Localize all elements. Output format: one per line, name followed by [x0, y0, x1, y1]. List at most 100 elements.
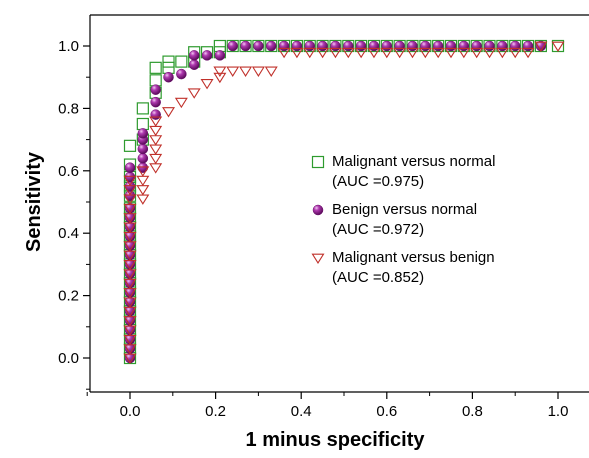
- x-tick-label: 1.0: [548, 403, 569, 420]
- data-point: [176, 68, 187, 80]
- data-point: [420, 40, 431, 52]
- data-point: [162, 61, 175, 74]
- legend: Malignant versus normal (AUC =0.975) Benig…: [311, 153, 495, 286]
- data-point: [251, 66, 265, 77]
- data-point: [239, 39, 252, 53]
- data-point: [136, 185, 150, 196]
- data-point: [508, 47, 522, 59]
- data-point: [495, 47, 509, 59]
- data-point: [521, 47, 535, 59]
- data-point: [521, 39, 535, 53]
- data-point: [149, 144, 163, 155]
- y-tick-label: 1.0: [58, 38, 79, 55]
- data-point: [278, 40, 290, 52]
- data-point: [162, 55, 175, 68]
- data-point: [149, 153, 163, 165]
- data-point: [137, 143, 149, 155]
- data-point: [227, 40, 238, 52]
- y-tick-label: 0.6: [58, 163, 79, 180]
- data-point: [367, 47, 381, 59]
- data-point: [137, 128, 149, 139]
- x-axis-title: 1 minus specificity: [246, 429, 426, 451]
- marks-layer: [123, 39, 565, 365]
- data-point: [483, 39, 496, 53]
- data-point: [551, 41, 565, 52]
- data-point: [419, 39, 432, 53]
- data-point: [367, 39, 381, 53]
- data-point: [201, 50, 213, 61]
- legend-marker-3: [311, 253, 325, 264]
- x-tick-label: 0.2: [205, 403, 226, 420]
- data-point: [136, 117, 149, 131]
- data-point: [136, 194, 150, 205]
- data-point: [253, 40, 264, 52]
- data-point: [329, 39, 342, 53]
- data-point: [149, 135, 163, 146]
- data-point: [457, 47, 471, 59]
- data-point: [470, 39, 483, 53]
- data-point: [303, 39, 316, 53]
- data-point: [136, 102, 149, 115]
- data-point: [444, 39, 458, 53]
- data-point: [509, 39, 522, 53]
- data-point: [328, 47, 342, 59]
- legend-marker-1: [311, 155, 325, 169]
- data-point: [509, 40, 521, 52]
- y-tick-label: 0.2: [58, 288, 79, 305]
- data-point: [149, 163, 163, 174]
- data-point: [149, 74, 162, 87]
- data-point: [483, 47, 497, 59]
- data-point: [341, 47, 355, 59]
- data-point: [458, 40, 470, 52]
- data-point: [124, 162, 136, 173]
- legend-label-2: Benign versus normal: [332, 201, 477, 218]
- legend-auc-2: (AUC =0.972): [332, 221, 424, 238]
- legend-marker-2: [312, 204, 324, 216]
- data-point: [187, 88, 201, 99]
- y-tick-label: 0.0: [58, 350, 79, 367]
- data-point: [265, 39, 278, 53]
- data-point: [534, 41, 548, 52]
- data-point: [200, 79, 214, 90]
- data-point: [136, 166, 150, 177]
- y-tick-label: 0.4: [58, 225, 79, 242]
- data-point: [150, 109, 161, 120]
- data-point: [226, 39, 239, 53]
- data-point: [149, 116, 163, 127]
- data-point: [405, 47, 419, 59]
- data-point: [136, 175, 150, 187]
- data-point: [432, 39, 445, 53]
- tick-layer: 0.0 0.0 0.2 0.2 0.4 0.4 0.6 0.6 0.8 0.8 1.0 1.0: [58, 38, 568, 420]
- y-axis-title: Sensitivity: [23, 151, 45, 252]
- data-point: [406, 39, 419, 53]
- series-3: [123, 41, 565, 364]
- data-point: [496, 39, 509, 53]
- data-point: [432, 40, 444, 52]
- data-point: [150, 96, 161, 108]
- data-point: [354, 47, 368, 59]
- data-point: [444, 47, 458, 59]
- data-point: [162, 107, 176, 118]
- data-point: [330, 40, 341, 52]
- x-tick-label: 0.6: [376, 403, 397, 420]
- data-point: [471, 40, 482, 52]
- x-tick-label: 0.0: [120, 403, 141, 420]
- data-point: [188, 59, 200, 70]
- data-point: [149, 61, 162, 74]
- data-point: [393, 47, 407, 59]
- data-point: [431, 47, 445, 59]
- data-point: [213, 72, 227, 84]
- data-point: [457, 39, 470, 53]
- data-point: [316, 39, 329, 53]
- legend-label-3: Malignant versus benign: [332, 249, 495, 266]
- data-point: [418, 47, 432, 59]
- data-point: [342, 39, 355, 53]
- data-point: [213, 66, 227, 77]
- data-point: [407, 40, 418, 52]
- data-point: [316, 47, 330, 59]
- data-point: [264, 66, 278, 77]
- data-point: [277, 39, 291, 53]
- data-point: [317, 40, 328, 52]
- data-point: [226, 66, 240, 77]
